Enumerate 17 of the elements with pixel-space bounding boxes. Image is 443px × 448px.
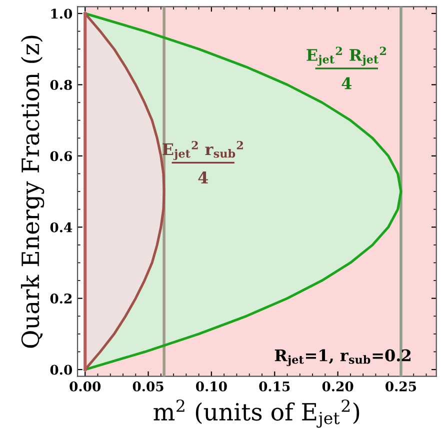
y-tick-label: 0.0 — [50, 364, 72, 375]
y-tick-label: 1.0 — [51, 8, 72, 19]
x-tick-label: 0.10 — [196, 381, 227, 392]
text: E$_{jet}$$^{2}$ R$_{jet}$$^{2}$ 4 — [306, 46, 386, 90]
x-tick-label: 0.05 — [132, 381, 164, 392]
y-axis-title: Quark Energy Fraction (z) — [20, 36, 44, 348]
y-tick-label: 0.2 — [50, 294, 72, 304]
y-tick-label: 0.8 — [50, 80, 72, 90]
y-tick-label: 0.4 — [50, 222, 72, 232]
x-axis-title: m$^{2}$ (units of E$_{jet}$$^{2}$) — [154, 400, 360, 428]
x-tick-label: 0.20 — [322, 381, 354, 392]
text: E$_{jet}$$^{2}$ r$_{sub}$$^{2}$ 4 — [162, 140, 243, 184]
y-tick-label: 0.6 — [50, 151, 72, 162]
x-tick-label: 0.25 — [386, 381, 416, 392]
annotation: R$_{jet}$=1, r$_{sub}$=0.2 — [274, 349, 410, 366]
x-tick-label: 0.15 — [259, 381, 290, 392]
x-tick-label: 0.00 — [70, 381, 101, 392]
